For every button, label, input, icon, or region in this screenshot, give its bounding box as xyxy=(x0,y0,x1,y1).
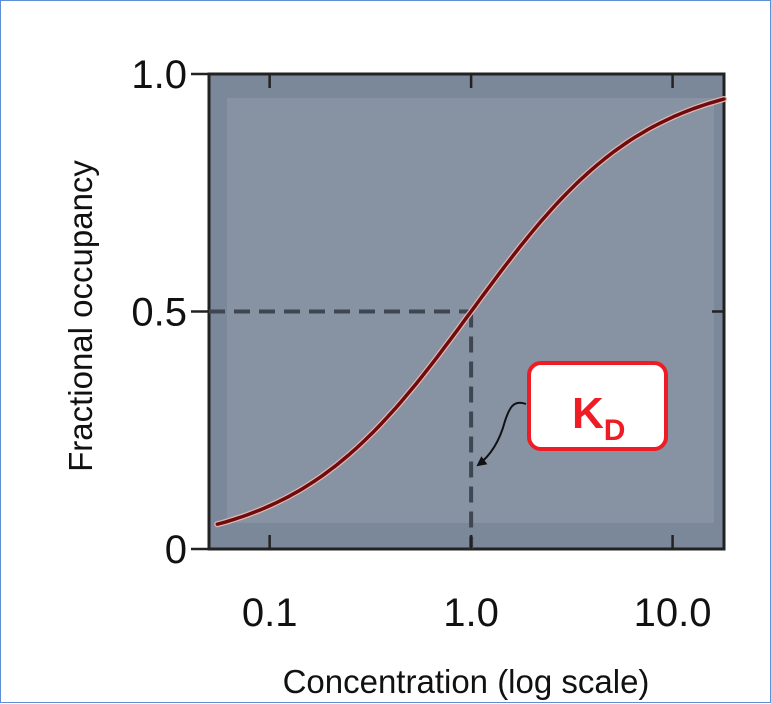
x-tick-label: 10.0 xyxy=(634,591,712,635)
x-tick-label: 0.1 xyxy=(242,591,298,635)
kd-annotation-label: KD xyxy=(572,389,625,447)
kd-label-main: K xyxy=(572,389,604,438)
x-axis-tick-labels: 0.1 1.0 10.0 xyxy=(242,591,712,635)
y-axis-tick-labels: 0 0.5 1.0 xyxy=(131,53,187,572)
kd-annotation-box xyxy=(527,361,668,451)
y-axis-title: Fractional occupancy xyxy=(62,160,99,472)
y-tick-label: 1.0 xyxy=(131,53,187,97)
kd-pointer-arrow xyxy=(476,401,527,467)
x-axis-ticks xyxy=(268,74,674,549)
binding-curve xyxy=(215,97,726,526)
y-axis-ticks xyxy=(191,72,724,551)
y-tick-label: 0 xyxy=(165,528,187,572)
y-tick-label: 0.5 xyxy=(131,291,187,335)
x-axis-title: Concentration (log scale) xyxy=(283,663,650,700)
kd-label-subscript: D xyxy=(604,414,626,447)
x-tick-label: 1.0 xyxy=(443,591,499,635)
